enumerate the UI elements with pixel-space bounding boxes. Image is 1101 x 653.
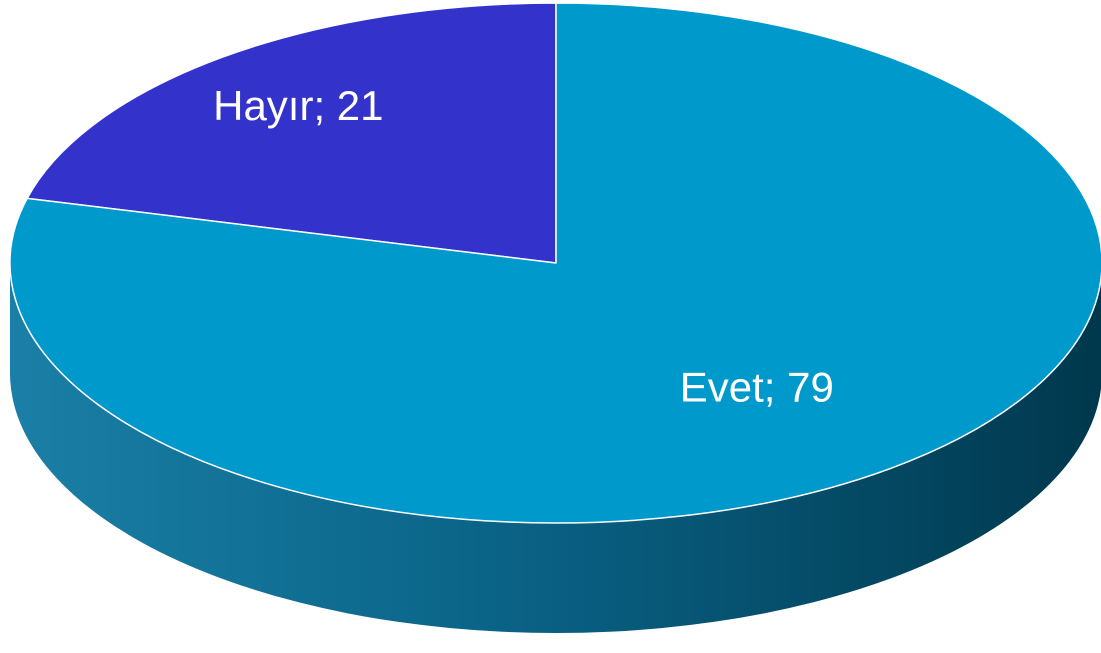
pie-side-surface — [10, 263, 1101, 633]
pie-slice-hay-r — [26, 2, 557, 264]
slice-data-label: Evet; 79 — [680, 363, 834, 410]
pie-top-face — [9, 2, 1101, 524]
pie-slice-evet — [9, 2, 1101, 524]
slice-data-label: Hayır; 21 — [213, 82, 383, 129]
pie-labels: Hayır; 21 Evet; 79 — [213, 82, 834, 410]
pie-side-wall — [10, 263, 1101, 633]
